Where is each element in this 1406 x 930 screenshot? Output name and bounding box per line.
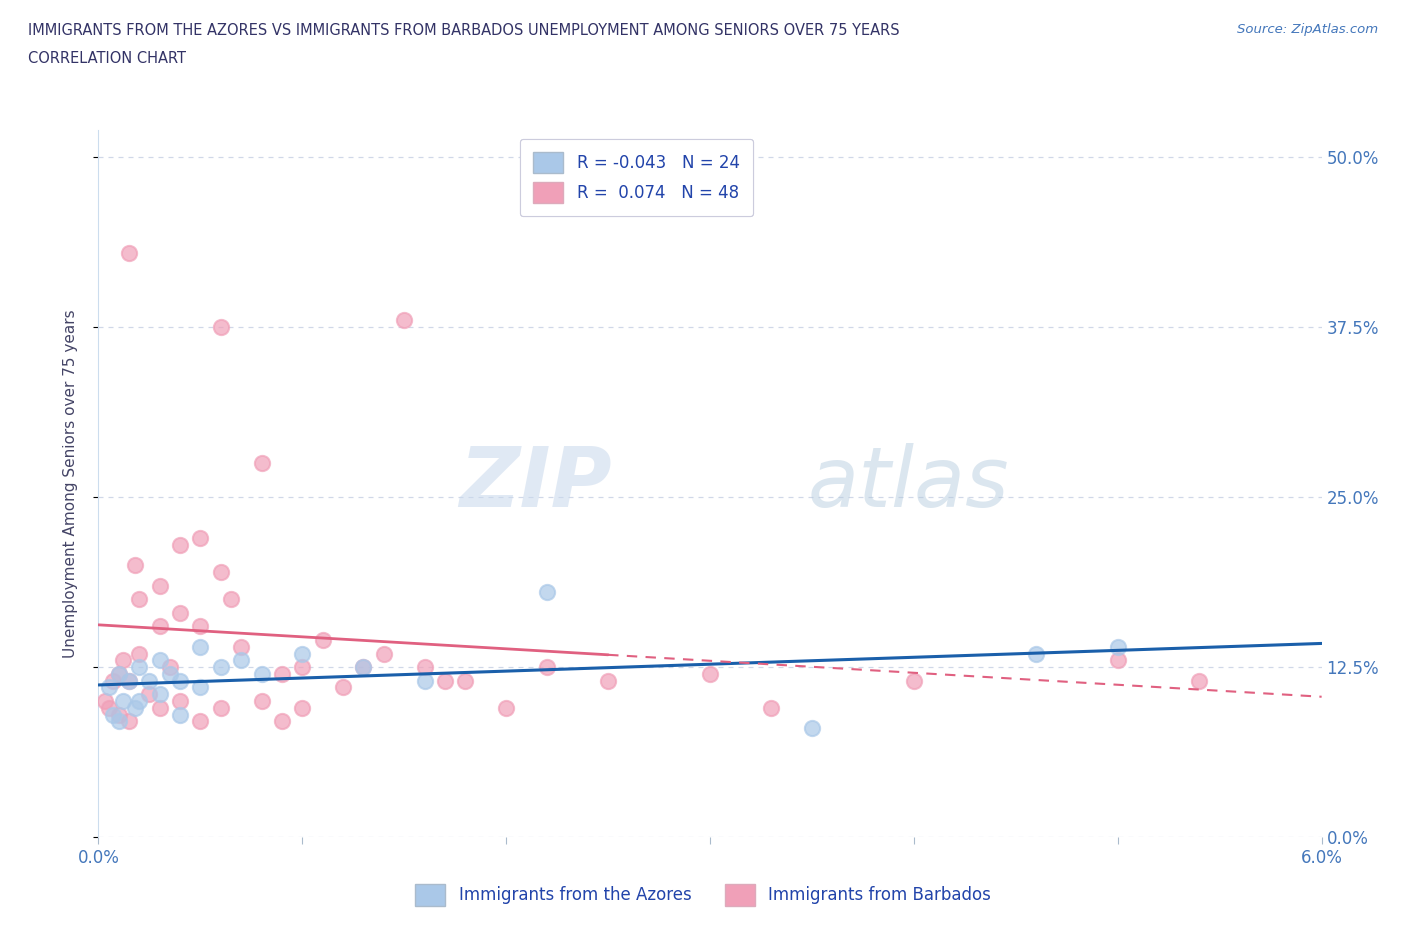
Point [128,646,150,661]
Point [111,694,134,709]
Point [433,673,456,688]
Point [118,246,141,260]
Point [138,673,160,688]
Point [1107,639,1129,654]
Point [188,639,212,654]
Point [1188,673,1211,688]
Point [270,714,292,729]
Point [97,680,120,695]
Point [801,721,824,736]
Point [118,714,141,729]
Point [188,680,212,695]
Point [188,618,212,633]
Point [231,639,253,654]
Point [108,714,131,729]
Point [159,667,181,682]
Point [97,700,120,715]
Point [598,673,620,688]
Point [108,667,131,682]
Text: Source: ZipAtlas.com: Source: ZipAtlas.com [1237,23,1378,36]
Point [169,538,191,552]
Point [128,659,150,674]
Point [93,694,115,709]
Point [250,456,273,471]
Point [392,313,416,328]
Y-axis label: Unemployment Among Seniors over 75 years: Unemployment Among Seniors over 75 years [63,310,77,658]
Point [128,591,150,606]
Point [108,707,131,722]
Point [169,605,191,620]
Point [128,694,150,709]
Text: atlas: atlas [808,443,1010,525]
Point [108,667,131,682]
Point [291,659,314,674]
Point [169,707,191,722]
Point [761,700,783,715]
Point [169,673,191,688]
Point [209,700,232,715]
Point [699,667,721,682]
Point [352,659,374,674]
Legend: R = -0.043   N = 24, R =  0.074   N = 48: R = -0.043 N = 24, R = 0.074 N = 48 [520,139,754,217]
Point [291,700,314,715]
Point [495,700,517,715]
Point [111,653,134,668]
Point [219,591,242,606]
Point [413,673,436,688]
Point [124,558,146,573]
Point [209,659,232,674]
Point [311,632,335,647]
Point [413,659,436,674]
Point [250,667,273,682]
Point [101,673,124,688]
Point [188,714,212,729]
Point [291,646,314,661]
Point [188,530,212,545]
Point [118,673,141,688]
Point [149,578,172,593]
Point [118,673,141,688]
Text: CORRELATION CHART: CORRELATION CHART [28,51,186,66]
Point [373,646,395,661]
Point [454,673,477,688]
Text: ZIP: ZIP [460,443,612,525]
Point [231,653,253,668]
Point [209,320,232,335]
Point [250,694,273,709]
Point [903,673,925,688]
Point [1107,653,1129,668]
Point [352,659,374,674]
Point [149,653,172,668]
Point [536,659,558,674]
Legend: Immigrants from the Azores, Immigrants from Barbados: Immigrants from the Azores, Immigrants f… [409,878,997,912]
Point [101,707,124,722]
Point [138,687,160,702]
Point [1025,646,1047,661]
Point [209,565,232,579]
Point [270,667,292,682]
Text: IMMIGRANTS FROM THE AZORES VS IMMIGRANTS FROM BARBADOS UNEMPLOYMENT AMONG SENIOR: IMMIGRANTS FROM THE AZORES VS IMMIGRANTS… [28,23,900,38]
Point [149,700,172,715]
Point [124,700,146,715]
Point [169,694,191,709]
Point [536,585,558,600]
Point [149,687,172,702]
Point [332,680,354,695]
Point [149,618,172,633]
Point [159,659,181,674]
